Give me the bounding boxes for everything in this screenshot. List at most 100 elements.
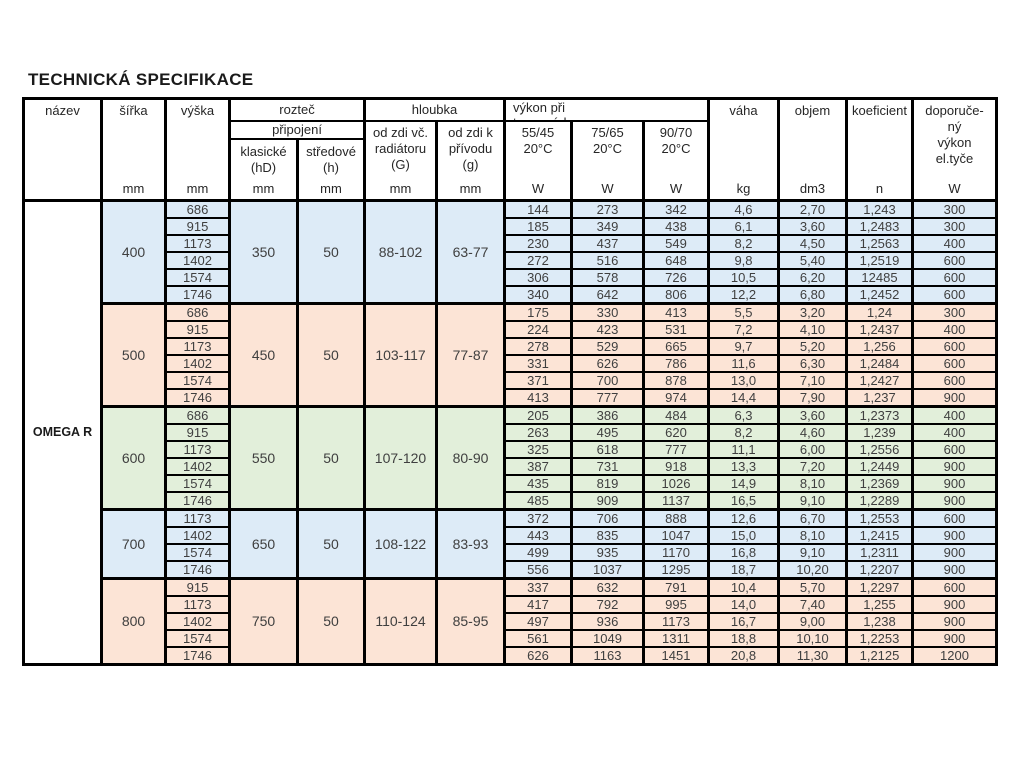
power-75-65-cell: 632 [570,577,645,597]
spec-row: 915 224 423 531 7,2 4,10 1,2437 400 [24,320,998,339]
height-cell: 686 [164,199,231,219]
recommended-power-cell: 900 [911,560,998,580]
volume-cell: 6,20 [777,268,848,287]
power-90-70-cell: 1026 [642,474,710,493]
power-90-70-cell: 878 [642,371,710,390]
height-cell: 1402 [164,457,231,476]
depth-radiator-cell: 103-117 [363,302,438,408]
volume-cell: 5,40 [777,251,848,270]
width-cell: 400 [100,199,167,305]
power-75-65-cell: 495 [570,423,645,442]
coefficient-cell: 1,238 [845,612,914,631]
power-90-70-cell: 1170 [642,543,710,562]
height-cell: 1746 [164,491,231,511]
power-55-45-cell: 306 [503,268,573,287]
recommended-power-cell: 600 [911,285,998,305]
power-55-45-cell: 278 [503,337,573,356]
power-75-65-cell: 273 [570,199,645,219]
spec-row: 1746 556 1037 1295 18,7 10,20 1,2207 900 [24,560,998,580]
coefficient-cell: 1,2427 [845,371,914,390]
recommended-power-cell: 900 [911,388,998,408]
recommended-power-cell: 900 [911,457,998,476]
product-name-cell: OMEGA R [22,199,103,666]
weight-cell: 14,4 [707,388,780,408]
volume-cell: 10,20 [777,560,848,580]
coefficient-cell: 1,2373 [845,405,914,425]
spec-row: 1574 499 935 1170 16,8 9,10 1,2311 900 [24,543,998,562]
weight-cell: 13,3 [707,457,780,476]
depth-supply-cell: 63-77 [435,199,506,305]
recommended-power-cell: 900 [911,595,998,614]
power-55-45-cell: 337 [503,577,573,597]
power-75-65-cell: 578 [570,268,645,287]
col-header-roztec: rozteč [228,97,366,122]
power-55-45-cell: 331 [503,354,573,373]
power-90-70-cell: 806 [642,285,710,305]
power-75-65-cell: 349 [570,217,645,236]
unit-mm: mm [122,181,145,196]
height-cell: 1173 [164,234,231,253]
power-55-45-cell: 387 [503,457,573,476]
recommended-power-cell: 300 [911,217,998,236]
coefficient-cell: 1,2253 [845,629,914,648]
pitch-central-cell: 50 [296,302,366,408]
height-cell: 1402 [164,612,231,631]
height-cell: 1173 [164,440,231,459]
volume-cell: 9,10 [777,543,848,562]
height-cell: 1173 [164,595,231,614]
recommended-power-cell: 600 [911,354,998,373]
volume-cell: 7,10 [777,371,848,390]
coefficient-cell: 1,2563 [845,234,914,253]
recommended-power-cell: 400 [911,320,998,339]
power-90-70-cell: 413 [642,302,710,322]
power-90-70-cell: 995 [642,595,710,614]
power-75-65-cell: 642 [570,285,645,305]
power-90-70-cell: 1311 [642,629,710,648]
unit-w: W [948,181,961,196]
pitch-classic-cell: 350 [228,199,299,305]
coefficient-cell: 1,256 [845,337,914,356]
height-cell: 1746 [164,388,231,408]
height-cell: 915 [164,320,231,339]
spec-row: 1746 413 777 974 14,4 7,90 1,237 900 [24,388,998,408]
spec-table-body: OMEGA R 400 686 350 50 88-102 63-77 144 273 342 4,… [22,199,998,666]
pitch-classic-cell: 550 [228,405,299,511]
power-75-65-cell: 330 [570,302,645,322]
weight-cell: 9,8 [707,251,780,270]
volume-cell: 3,60 [777,217,848,236]
power-90-70-cell: 726 [642,268,710,287]
power-55-45-cell: 144 [503,199,573,219]
power-55-45-cell: 263 [503,423,573,442]
recommended-power-cell: 600 [911,440,998,459]
pitch-central-cell: 50 [296,577,366,666]
width-cell: 600 [100,405,167,511]
coefficient-cell: 1,2449 [845,457,914,476]
unit-w: W [601,181,614,196]
spec-row: 600 686 550 50 107-120 80-90 205 386 484 6,3 3,60 1… [24,405,998,511]
pitch-central-cell: 50 [296,405,366,511]
weight-cell: 18,7 [707,560,780,580]
col-header-koeficient: koeficient n [845,97,914,202]
volume-cell: 9,00 [777,612,848,631]
volume-cell: 6,70 [777,508,848,528]
power-55-45-cell: 325 [503,440,573,459]
col-header-temp-90-70: 90/70 20°C W [642,120,710,202]
power-90-70-cell: 1137 [642,491,710,511]
height-cell: 686 [164,302,231,322]
height-cell: 1574 [164,371,231,390]
recommended-power-cell: 400 [911,405,998,425]
height-cell: 1402 [164,354,231,373]
weight-cell: 12,2 [707,285,780,305]
power-90-70-cell: 1451 [642,646,710,666]
height-cell: 1746 [164,646,231,666]
spec-row: 1574 306 578 726 10,5 6,20 12485 600 [24,268,998,287]
power-90-70-cell: 531 [642,320,710,339]
power-75-65-cell: 792 [570,595,645,614]
col-header-stredove: středové (h) mm [296,138,366,203]
depth-supply-cell: 77-87 [435,302,506,408]
coefficient-cell: 1,243 [845,199,914,219]
power-90-70-cell: 342 [642,199,710,219]
unit-w: W [669,181,683,196]
coefficient-cell: 1,255 [845,595,914,614]
power-55-45-cell: 435 [503,474,573,493]
